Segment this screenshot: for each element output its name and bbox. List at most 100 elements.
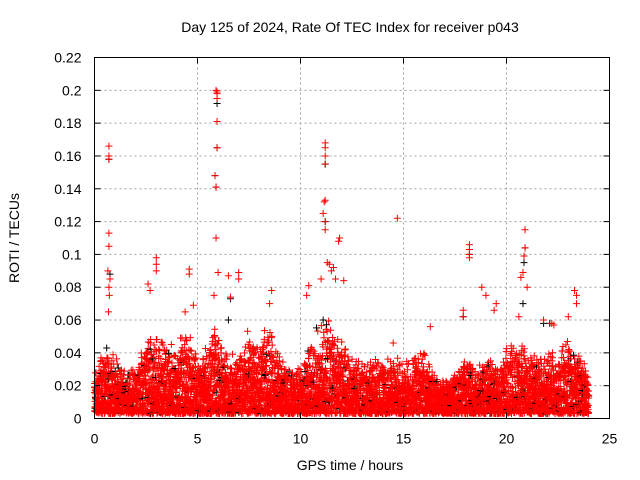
data-point (181, 341, 189, 349)
data-point (171, 351, 179, 359)
data-point (264, 339, 272, 347)
data-point (166, 370, 174, 378)
data-point (267, 347, 275, 355)
data-point (99, 356, 107, 364)
data-point (214, 340, 222, 348)
data-point (266, 328, 274, 336)
data-point (113, 371, 121, 379)
data-point (261, 366, 269, 374)
data-point (217, 344, 225, 352)
data-point (262, 362, 270, 370)
data-point (206, 368, 214, 376)
data-point (263, 361, 270, 369)
data-point (327, 326, 335, 334)
data-point (288, 372, 296, 380)
data-point (207, 377, 215, 385)
data-point (212, 346, 220, 354)
data-point (276, 363, 284, 371)
data-point (269, 353, 277, 361)
data-point (159, 341, 167, 349)
data-point (103, 354, 111, 362)
data-point (157, 338, 165, 346)
data-point (150, 341, 158, 349)
data-point (157, 360, 165, 368)
data-point (293, 371, 301, 379)
data-point (269, 354, 277, 362)
data-point (191, 356, 199, 364)
data-point (418, 359, 426, 367)
data-point (204, 388, 212, 396)
data-point (255, 402, 263, 410)
data-point (246, 354, 254, 362)
data-point (313, 324, 321, 332)
data-point (265, 376, 273, 384)
data-point (217, 396, 225, 404)
data-point (119, 374, 127, 382)
data-point (254, 370, 262, 378)
data-point (294, 365, 302, 373)
data-point (275, 353, 283, 361)
data-point (167, 340, 175, 348)
data-point (246, 338, 254, 346)
data-point (394, 354, 402, 362)
data-point (164, 358, 172, 366)
data-point (261, 370, 269, 378)
data-point (93, 393, 101, 401)
data-point (149, 355, 157, 363)
data-point (137, 393, 145, 401)
data-point (237, 356, 245, 364)
data-point (186, 346, 194, 354)
data-point (210, 372, 218, 380)
data-point (120, 367, 128, 375)
data-point (185, 400, 193, 408)
data-point (211, 325, 219, 333)
data-point (268, 341, 276, 349)
data-point (209, 392, 217, 400)
data-point (201, 345, 209, 353)
data-point (95, 362, 103, 370)
data-point (209, 386, 217, 394)
data-point (92, 369, 100, 377)
data-point (168, 359, 176, 367)
data-point (180, 368, 188, 376)
data-point (186, 334, 194, 342)
data-point (166, 353, 174, 361)
data-point (263, 356, 271, 364)
data-point (192, 354, 200, 362)
data-point (103, 344, 111, 352)
data-point (268, 332, 276, 340)
data-point (151, 360, 159, 368)
data-points (90, 86, 593, 418)
data-point (113, 355, 121, 363)
data-point (244, 327, 252, 335)
data-point (309, 372, 317, 380)
data-point (215, 337, 223, 345)
data-point (148, 375, 156, 383)
data-point (187, 347, 195, 355)
data-point (253, 344, 261, 352)
data-point (191, 350, 199, 358)
data-point (103, 368, 111, 376)
data-point (272, 348, 280, 356)
data-point (201, 368, 209, 376)
data-point (199, 356, 207, 364)
data-point (145, 366, 153, 374)
data-point (229, 350, 237, 358)
data-point (211, 332, 219, 340)
data-point (235, 383, 243, 391)
data-point (129, 366, 137, 374)
data-point (220, 363, 228, 371)
chart-title: Day 125 of 2024, Rate Of TEC Index for r… (181, 19, 519, 35)
data-point (341, 345, 349, 353)
data-point (279, 358, 287, 366)
data-point (268, 352, 276, 360)
data-point (182, 378, 190, 386)
data-point (261, 327, 269, 335)
data-point (240, 349, 248, 357)
data-point (183, 337, 191, 345)
data-point (133, 384, 141, 392)
data-point (165, 354, 173, 362)
data-point (309, 363, 317, 371)
grid-lines (94, 57, 610, 419)
